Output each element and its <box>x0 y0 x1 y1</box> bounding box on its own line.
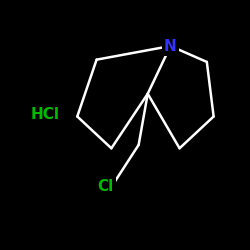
Text: HCl: HCl <box>31 107 60 122</box>
Text: Cl: Cl <box>98 180 114 194</box>
Text: N: N <box>164 38 177 54</box>
